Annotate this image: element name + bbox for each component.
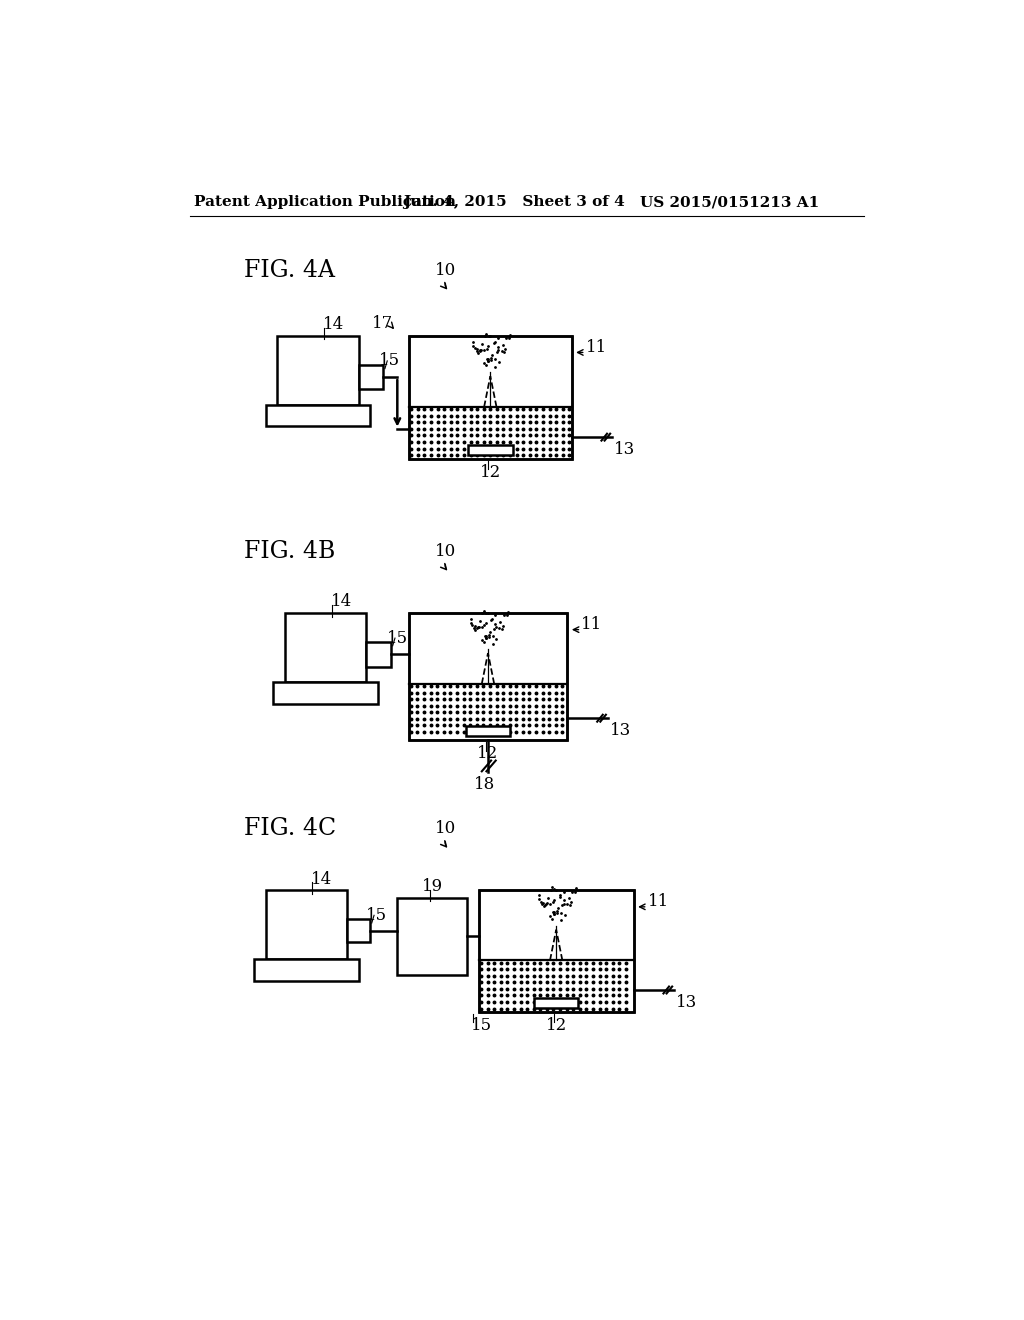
Bar xyxy=(278,335,358,405)
Bar xyxy=(468,445,513,455)
Bar xyxy=(466,726,510,737)
Text: 18: 18 xyxy=(473,776,495,793)
Text: 13: 13 xyxy=(610,722,632,739)
Text: 19: 19 xyxy=(422,878,442,895)
Text: FIG. 4A: FIG. 4A xyxy=(245,259,335,281)
Text: 10: 10 xyxy=(435,820,457,837)
Text: 11: 11 xyxy=(586,338,607,355)
Text: 15: 15 xyxy=(379,352,400,370)
Text: FIG. 4C: FIG. 4C xyxy=(245,817,336,840)
Bar xyxy=(254,960,358,981)
Text: 12: 12 xyxy=(479,465,501,480)
Text: 10: 10 xyxy=(435,261,457,279)
Text: 12: 12 xyxy=(546,1016,567,1034)
Bar xyxy=(265,890,347,960)
Bar xyxy=(535,998,578,1007)
Text: 15: 15 xyxy=(471,1016,493,1034)
Text: 12: 12 xyxy=(477,744,499,762)
Text: Patent Application Publication: Patent Application Publication xyxy=(194,195,456,210)
Bar xyxy=(347,919,371,942)
Bar xyxy=(273,682,378,704)
Bar xyxy=(397,898,467,974)
Text: 11: 11 xyxy=(582,615,603,632)
Text: 10: 10 xyxy=(435,543,457,560)
Bar xyxy=(409,335,571,459)
Bar xyxy=(409,612,567,739)
Bar xyxy=(367,642,391,667)
Text: Jun. 4, 2015   Sheet 3 of 4: Jun. 4, 2015 Sheet 3 of 4 xyxy=(403,195,625,210)
Text: FIG. 4B: FIG. 4B xyxy=(245,540,336,562)
Text: 14: 14 xyxy=(323,317,344,333)
Bar xyxy=(358,364,383,389)
Bar xyxy=(409,335,571,459)
Text: 11: 11 xyxy=(647,892,669,909)
Bar xyxy=(409,612,567,739)
Bar xyxy=(478,890,634,1011)
Bar xyxy=(285,612,367,682)
Text: US 2015/0151213 A1: US 2015/0151213 A1 xyxy=(640,195,819,210)
Bar xyxy=(478,890,634,1011)
Text: 15: 15 xyxy=(387,630,408,647)
Text: 14: 14 xyxy=(331,594,352,610)
Text: 13: 13 xyxy=(614,441,636,458)
Text: 13: 13 xyxy=(676,994,697,1011)
Text: 15: 15 xyxy=(366,907,387,924)
Bar xyxy=(265,405,371,426)
Text: 14: 14 xyxy=(311,871,333,887)
Text: 17: 17 xyxy=(372,315,393,333)
